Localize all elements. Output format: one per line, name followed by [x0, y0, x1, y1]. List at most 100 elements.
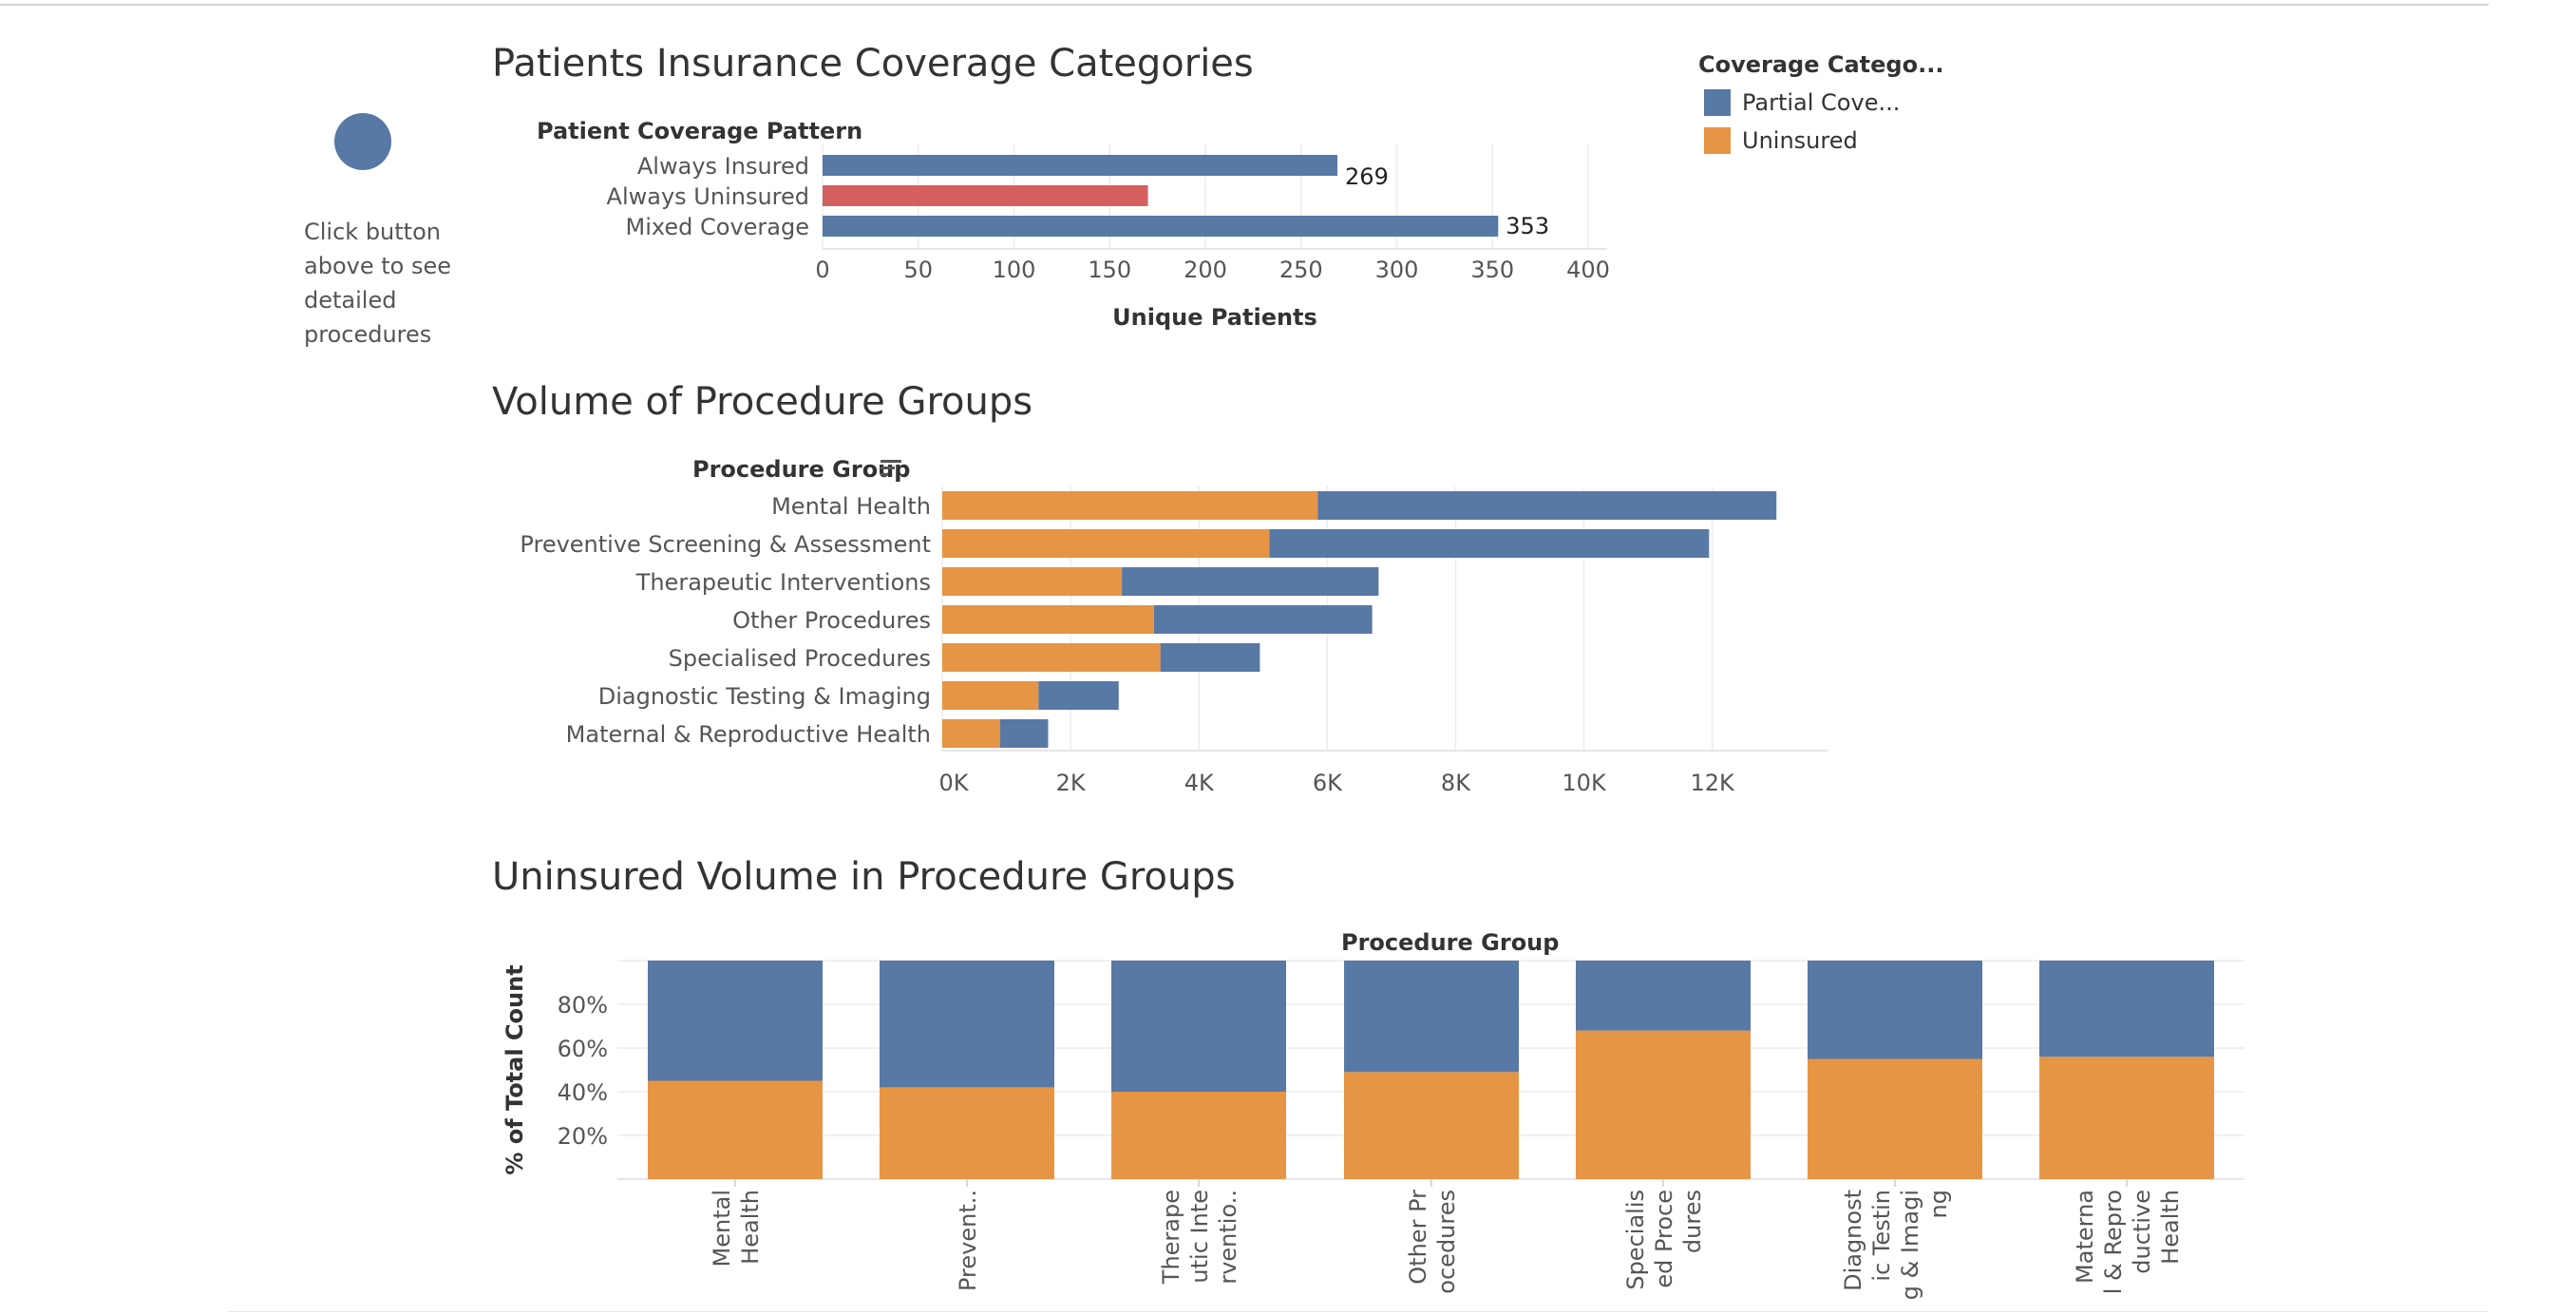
chart2-bar-partial [999, 719, 1049, 748]
chart2-x-tick-label: 4K [1184, 770, 1215, 796]
circle-button-icon[interactable] [334, 113, 391, 170]
chart3-category-label: ocedures [1433, 1190, 1460, 1294]
chart3-column-header: Procedure Group [1341, 929, 1560, 956]
chart3-category-label: rventio.. [1215, 1190, 1241, 1285]
chart3-category-label: Diagnost [1840, 1190, 1866, 1291]
chart3-category-label: ed Proce [1651, 1190, 1677, 1288]
chart3-bar-uninsured [1576, 1030, 1751, 1179]
chart3-category-label: ng [1925, 1190, 1952, 1218]
chart2-bar-uninsured [942, 605, 1154, 634]
chart3-category-label: l & Repro [2100, 1190, 2127, 1294]
chart3-y-axis-label: % of Total Count [502, 964, 528, 1174]
chart3-category-label: Prevent.. [955, 1190, 981, 1291]
chart1-bar [823, 155, 1338, 176]
chart2-bar-partial [1160, 643, 1260, 672]
chart2-bar-uninsured [942, 719, 1000, 748]
chart2-bar-uninsured [942, 491, 1318, 520]
chart3-category-label: Health [2157, 1190, 2184, 1265]
chart3-category-label: Specialis [1622, 1190, 1649, 1290]
chart3-bar-partial [880, 961, 1054, 1088]
chart3-y-tick-label: 60% [558, 1036, 608, 1062]
chart2-category-label: Other Procedures [732, 607, 931, 634]
chart2-bar-partial [1317, 491, 1777, 520]
legend-item-uninsured[interactable]: Uninsured [1704, 127, 1858, 156]
chart1-category-label: Mixed Coverage [626, 214, 809, 240]
chart3-bar-uninsured [880, 1087, 1054, 1179]
sort-icon[interactable] [881, 460, 901, 479]
legend-title: Coverage Catego... [1698, 51, 1944, 78]
sidebar-note: Click button above to see detailed proce… [304, 219, 451, 348]
chart1-data-label: 353 [1506, 213, 1549, 239]
chart1-x-tick-label: 400 [1566, 257, 1610, 283]
chart3-bar-uninsured [1808, 1058, 1982, 1179]
chart2-bar-partial [1038, 681, 1119, 710]
chart2-bar-partial [1122, 567, 1379, 596]
chart1-category-label: Always Uninsured [607, 183, 809, 210]
bottom-divider [228, 1311, 2489, 1312]
legend-item-partial[interactable]: Partial Cove... [1704, 89, 1900, 118]
legend-label-partial: Partial Cove... [1742, 89, 1901, 116]
chart2-category-label: Mental Health [771, 493, 931, 520]
chart1-row-header: Patient Coverage Pattern [537, 118, 863, 144]
chart1-x-tick-label: 350 [1470, 257, 1514, 283]
chart1-category-label: Always Insured [637, 153, 809, 180]
legend-label-uninsured: Uninsured [1742, 127, 1858, 154]
chart3-category-label: Materna [2072, 1190, 2098, 1284]
chart1-x-tick-label: 150 [1088, 257, 1131, 283]
chart2-x-tick-label: 10K [1562, 770, 1607, 796]
chart2-row-header: Procedure Group [692, 456, 911, 483]
chart3-category-label: Other Pr [1405, 1190, 1431, 1285]
chart2-category-label: Therapeutic Interventions [635, 569, 931, 596]
chart3-bar-uninsured [2039, 1057, 2214, 1179]
chart1-bar [823, 216, 1499, 237]
chart1-x-tick-label: 250 [1279, 257, 1323, 283]
chart2-title: Volume of Procedure Groups [492, 380, 1033, 424]
legend-swatch-partial [1704, 89, 1731, 116]
chart2-category-label: Specialised Procedures [669, 645, 931, 672]
chart1-x-tick-label: 200 [1184, 257, 1227, 283]
chart1-x-axis-label: Unique Patients [1112, 304, 1317, 331]
chart1-x-tick-label: 50 [903, 257, 933, 283]
chart3-y-tick-label: 80% [558, 992, 608, 1019]
chart3-category-label: Therape [1158, 1190, 1184, 1285]
top-divider [0, 4, 2489, 6]
chart3-category-label: g & Imagi [1897, 1190, 1923, 1300]
chart3-category-label: Mental [709, 1190, 735, 1267]
chart3-y-tick-label: 20% [558, 1123, 608, 1150]
chart3-bar-uninsured [1111, 1092, 1286, 1179]
chart3-bar-partial [1576, 961, 1751, 1031]
chart3-category-label: ductive [2129, 1190, 2155, 1274]
chart3-bar-partial [1808, 961, 1982, 1059]
chart2-x-tick-label: 6K [1313, 770, 1343, 796]
chart3-bar-partial [1111, 961, 1286, 1092]
chart2-bar-uninsured [942, 681, 1039, 710]
chart1-x-tick-label: 300 [1375, 257, 1419, 283]
chart3-bar-partial [648, 961, 823, 1081]
chart1-title: Patients Insurance Coverage Categories [492, 42, 1254, 86]
chart3-category-label: Health [737, 1190, 764, 1265]
legend-swatch-uninsured [1704, 127, 1731, 154]
chart1-x-tick-label: 100 [993, 257, 1036, 283]
chart3-bar-uninsured [1344, 1072, 1519, 1179]
chart2-bar-partial [1269, 529, 1710, 558]
chart2-bar-partial [1153, 605, 1373, 634]
chart1-bar [823, 185, 1148, 206]
chart2-category-label: Diagnostic Testing & Imaging [598, 683, 931, 710]
chart2-bar-uninsured [942, 643, 1161, 672]
chart1-data-label: 269 [1345, 163, 1389, 190]
chart3-bar-partial [2039, 961, 2214, 1058]
chart3-y-tick-label: 40% [558, 1079, 608, 1106]
chart2-x-tick-label: 12K [1691, 770, 1736, 796]
chart3-category-label: dures [1679, 1190, 1706, 1253]
chart3-category-label: utic Inte [1186, 1190, 1213, 1284]
chart2-bar-uninsured [942, 529, 1270, 558]
chart3-bar-partial [1344, 961, 1519, 1073]
chart2-category-label: Maternal & Reproductive Health [566, 721, 931, 748]
chart3-category-label: ic Testin [1868, 1190, 1895, 1282]
chart2-x-tick-label: 0K [938, 770, 969, 796]
chart1-x-tick-label: 0 [815, 257, 829, 283]
chart2-x-tick-label: 8K [1441, 770, 1471, 796]
chart2-category-label: Preventive Screening & Assessment [520, 531, 931, 558]
chart2-bar-uninsured [942, 567, 1123, 596]
